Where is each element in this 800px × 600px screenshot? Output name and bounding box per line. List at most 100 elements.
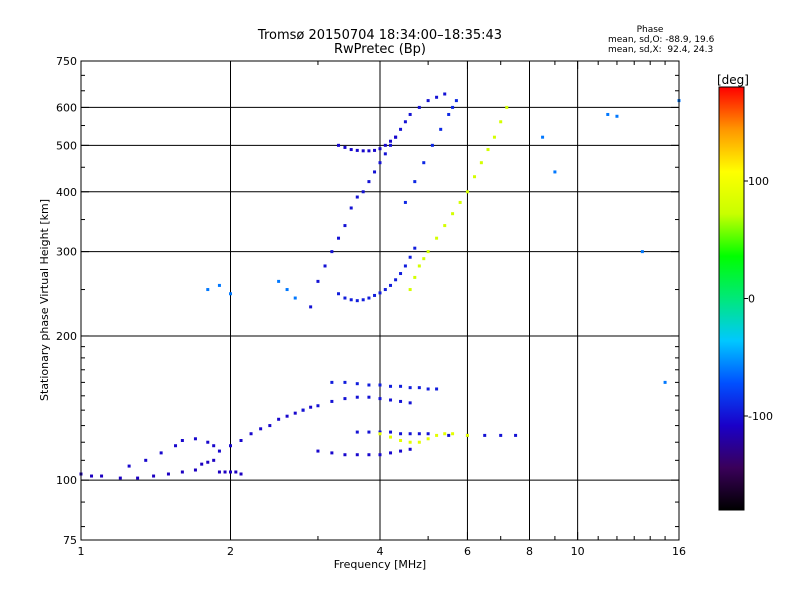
data-point [212,458,216,462]
data-point [330,451,334,455]
data-point [447,112,451,116]
data-point [378,161,382,165]
data-point [465,190,469,194]
data-point [367,180,371,184]
data-point [378,453,382,457]
data-point [217,470,221,474]
data-point [268,424,272,428]
colorbar-ticks: -100 0 100 [744,175,773,423]
data-point [373,148,377,152]
data-point [166,472,170,476]
data-point [383,143,387,147]
data-point [505,105,509,109]
data-point [606,112,610,116]
data-point [361,190,365,194]
data-point [152,474,156,478]
x-tick-label: 4 [377,545,384,558]
data-point [403,200,407,204]
data-point [301,408,305,412]
data-point [399,127,403,131]
data-point [389,139,393,143]
data-point [337,143,341,147]
x-axis-label: Frequency [MHz] [334,558,426,571]
y-tick-label: 100 [56,474,77,487]
y-tick-label: 400 [56,186,77,199]
data-point [159,451,163,455]
data-point [118,476,122,480]
x-tick-label: 6 [464,545,471,558]
data-point [206,440,210,444]
data-point [413,246,417,250]
data-point [408,401,412,405]
chart-subtitle: RwPretec (Bp) [334,42,426,57]
data-point [514,433,518,437]
data-point [349,148,353,152]
data-point [337,292,341,296]
y-tick-labels: 75 100 200 300 400 500 600 750 [56,55,77,547]
data-point [378,383,382,387]
colorbar-tick-label: -100 [748,410,773,423]
y-tick-label: 500 [56,139,77,152]
y-axis-label: Stationary phase Virtual Height [km] [38,199,51,401]
data-point [426,250,430,254]
data-point [367,149,371,153]
data-point [389,384,393,388]
data-point [355,299,359,303]
data-point [337,236,341,240]
data-point [378,147,382,151]
data-point [422,257,426,261]
data-point [378,397,382,401]
data-point [239,439,243,443]
data-point [426,437,430,441]
data-point [206,288,210,292]
data-point [349,206,353,210]
colorbar-tick-label: 0 [748,293,755,306]
data-point [435,433,439,437]
data-point [486,148,490,152]
data-point [136,476,140,480]
data-point [426,387,430,391]
data-point [355,453,359,457]
data-point [217,449,221,453]
chart-title: Tromsø 20150704 18:34:00–18:35:43 [257,28,502,43]
data-point [367,430,371,434]
data-point [330,380,334,384]
y-tick-label: 75 [63,534,77,547]
data-point [100,474,104,478]
data-point [615,114,619,118]
data-point [144,458,148,462]
data-point [413,180,417,184]
data-point [394,135,398,139]
data-point [417,440,421,444]
data-point [454,99,458,103]
data-point [389,283,393,287]
data-point [229,470,232,474]
x-tick-label: 8 [526,545,533,558]
data-point [206,460,210,464]
data-point [330,399,334,403]
data-point [389,398,393,402]
data-point [447,433,451,437]
data-point [435,95,439,99]
data-point [399,432,403,436]
data-point [443,224,447,228]
y-tick-label: 750 [56,55,77,68]
data-point [435,236,439,240]
colorbar-label: [deg] [717,73,749,87]
data-point [403,120,407,124]
data-point [389,435,393,439]
data-point [417,432,421,436]
data-point [408,447,412,451]
colorbar [718,86,745,511]
x-tick-label: 2 [227,545,234,558]
data-point [316,449,320,453]
data-point [127,464,131,468]
data-point [234,470,238,474]
data-point [309,405,313,409]
data-point [309,305,313,309]
data-point [499,433,503,437]
y-tick-label: 600 [56,101,77,114]
data-point [383,288,387,292]
data-point [413,275,417,279]
